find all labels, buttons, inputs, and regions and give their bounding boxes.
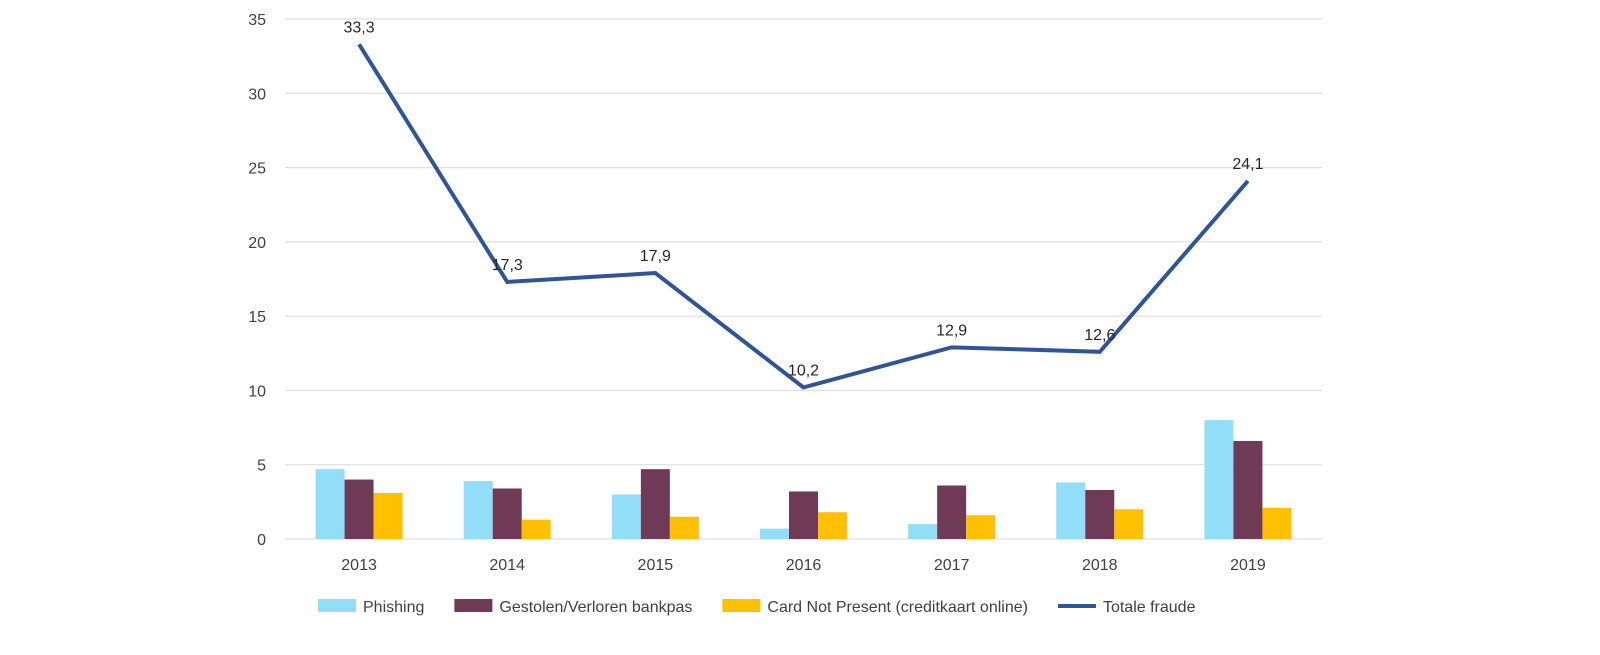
legend-item: Gestolen/Verloren bankpas [454, 599, 692, 616]
legend-swatch [454, 599, 492, 612]
legend: Phishing Gestolen/Verloren bankpas Card No… [318, 599, 1196, 616]
x-tick-label: 2013 [341, 557, 377, 574]
y-tick-label: 10 [248, 383, 266, 400]
legend-label: Totale fraude [1103, 599, 1196, 616]
y-tick-label: 30 [248, 86, 266, 103]
data-label: 33,3 [344, 19, 375, 36]
bar-card-not-present-creditkaart-online [522, 520, 551, 539]
bar-gestolen-verloren-bankpas [1085, 490, 1114, 539]
axes: 0 5 10 15 20 25 30 35 2013 2014 2015 2016 2017 2018 20… [248, 12, 1322, 574]
legend-item: Phishing [318, 599, 424, 616]
data-label: 10,2 [788, 362, 819, 379]
legend-label: Phishing [363, 599, 424, 616]
data-label: 12,6 [1084, 327, 1115, 344]
bar-phishing [760, 529, 789, 539]
x-tick-label: 2019 [1230, 557, 1266, 574]
bar-gestolen-verloren-bankpas [345, 480, 374, 539]
legend-swatch [722, 599, 760, 612]
y-tick-label: 20 [248, 235, 266, 252]
gridlines [285, 19, 1322, 539]
legend-item: Totale fraude [1058, 599, 1196, 616]
x-tick-label: 2015 [638, 557, 674, 574]
bar-card-not-present-creditkaart-online [818, 512, 847, 539]
bar-phishing [1204, 420, 1233, 539]
bar-gestolen-verloren-bankpas [493, 488, 522, 539]
data-label: 12,9 [936, 322, 967, 339]
bar-gestolen-verloren-bankpas [641, 469, 670, 539]
legend-label: Gestolen/Verloren bankpas [499, 599, 692, 616]
bar-phishing [1056, 483, 1085, 539]
data-label: 24,1 [1232, 156, 1263, 173]
legend-item: Card Not Present (creditkaart online) [722, 599, 1028, 616]
legend-swatch [318, 599, 356, 612]
bars [316, 420, 1292, 539]
bar-card-not-present-creditkaart-online [966, 515, 995, 539]
data-label: 17,3 [492, 257, 523, 274]
bar-gestolen-verloren-bankpas [789, 491, 818, 539]
y-tick-label: 25 [248, 161, 266, 178]
x-tick-label: 2018 [1082, 557, 1118, 574]
bar-phishing [464, 481, 493, 539]
y-tick-label: 0 [257, 532, 266, 549]
y-tick-label: 35 [248, 12, 266, 29]
y-tick-label: 5 [257, 458, 266, 475]
bar-gestolen-verloren-bankpas [1233, 441, 1262, 539]
x-tick-label: 2014 [489, 557, 525, 574]
legend-label: Card Not Present (creditkaart online) [767, 599, 1028, 616]
y-tick-label: 15 [248, 309, 266, 326]
bar-card-not-present-creditkaart-online [670, 517, 699, 539]
bar-gestolen-verloren-bankpas [937, 486, 966, 539]
bar-card-not-present-creditkaart-online [1114, 509, 1143, 539]
bar-phishing [908, 524, 937, 539]
bar-phishing [316, 469, 345, 539]
data-label: 17,9 [640, 248, 671, 265]
x-tick-label: 2016 [786, 557, 822, 574]
x-tick-label: 2017 [934, 557, 970, 574]
bar-card-not-present-creditkaart-online [374, 493, 403, 539]
data-labels: 33,3 17,3 17,9 10,2 12,9 12,6 24,1 [344, 19, 1264, 379]
bar-card-not-present-creditkaart-online [1262, 508, 1291, 539]
bar-phishing [612, 494, 641, 539]
